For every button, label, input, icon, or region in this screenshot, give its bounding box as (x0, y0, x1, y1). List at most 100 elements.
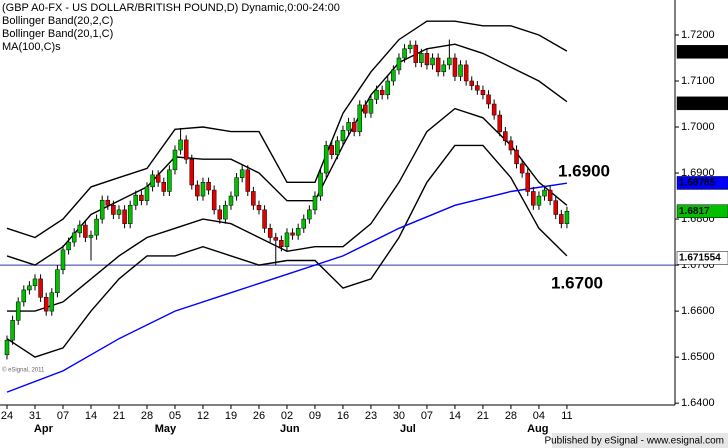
candle-body (172, 149, 178, 171)
candle-body (475, 85, 480, 91)
candle-body (127, 205, 133, 224)
value-tag (676, 96, 728, 111)
candle-body (357, 104, 363, 132)
y-tick-label: 1.7000 (681, 121, 715, 133)
month-label: Jul (400, 423, 416, 435)
candle-body (189, 158, 195, 186)
value-tag (676, 251, 728, 265)
candle-body (407, 44, 413, 50)
x-tick-label: 09 (309, 410, 321, 422)
footer-bar (552, 433, 728, 448)
legend-entry: Bollinger Band(20,2,C) (2, 15, 113, 27)
x-tick-label: 11 (561, 410, 572, 422)
candle-body (503, 131, 508, 142)
value-tag (676, 45, 728, 59)
candle-body (21, 289, 27, 303)
x-tick-label: 02 (281, 410, 293, 422)
candle-body (150, 174, 155, 188)
value-tag-label: 1.671554 (679, 253, 721, 264)
watermark: © eSignal, 2011 (2, 367, 45, 374)
value-tag (676, 176, 728, 190)
candle-body (133, 194, 139, 206)
candle-body (167, 169, 172, 192)
candle-body (49, 292, 55, 312)
candle-body (60, 249, 66, 270)
value-tag-label: 1.705148 (679, 98, 721, 109)
candle-body (83, 224, 88, 238)
x-tick-label: 31 (29, 410, 41, 422)
x-tick-label: 28 (141, 410, 153, 422)
candle-body (4, 339, 10, 356)
candle-body (200, 182, 206, 197)
annotation: 1.6900 (558, 161, 610, 180)
x-tick-label: 04 (533, 410, 545, 422)
candle-body (519, 163, 525, 174)
candle-body (88, 234, 94, 238)
candle-body (463, 64, 469, 82)
candle-body (178, 139, 183, 151)
candle-body (419, 53, 424, 63)
candle-body (564, 210, 570, 224)
candle-body (458, 64, 463, 77)
candle-body (295, 228, 301, 236)
candle-body (385, 80, 391, 96)
x-tick-label: 07 (421, 410, 433, 422)
candle-body (77, 224, 83, 234)
footer: Published by eSignal - www.esignal.com (544, 436, 724, 447)
month-label: May (155, 423, 177, 435)
candle-body (32, 278, 38, 287)
candle-body (99, 199, 105, 220)
legend-entry: Bollinger Band(20,1,C) (2, 28, 113, 40)
value-tag-label: 1.6817 (679, 206, 710, 217)
candle-body (430, 57, 435, 66)
x-tick-label: 24 (1, 410, 13, 422)
candle-body (553, 200, 558, 215)
y-tick-label: 1.7100 (681, 75, 715, 87)
candle-body (217, 209, 223, 220)
x-tick-label: 05 (169, 410, 181, 422)
candle-body (323, 145, 329, 174)
series-line (7, 107, 568, 312)
candle-body (536, 195, 542, 206)
x-tick-label: 16 (337, 410, 349, 422)
value-tag (676, 204, 728, 218)
candle-body (335, 140, 340, 155)
candle-body (144, 186, 150, 201)
candle-body (346, 122, 351, 131)
candle-body (559, 214, 564, 224)
candle-body (211, 189, 217, 211)
y-tick-label: 1.6500 (681, 351, 715, 363)
candle-body (43, 297, 49, 312)
y-tick-label: 1.7200 (681, 29, 715, 41)
candle-body (329, 145, 335, 155)
candle-body (368, 99, 374, 114)
candle-body (402, 48, 407, 59)
candle-body (116, 209, 122, 215)
candle-body (105, 199, 111, 206)
series-line (6, 20, 568, 239)
candle-body (307, 209, 312, 220)
candle-body (183, 139, 189, 160)
candle-body (111, 205, 116, 215)
candle-body (318, 172, 323, 197)
x-tick-label: 14 (449, 410, 461, 422)
candle-body (486, 94, 491, 105)
candle-body (435, 57, 441, 73)
candle-body (469, 80, 474, 86)
candle-body (38, 278, 43, 298)
x-tick-label: 21 (477, 410, 489, 422)
x-tick-label: 14 (85, 410, 97, 422)
candle-body (284, 232, 290, 247)
series-line (6, 182, 568, 393)
candle-body (245, 169, 251, 192)
candle-body (441, 64, 446, 73)
candle-body (279, 239, 284, 247)
candle-body (122, 209, 127, 224)
candle-body (340, 129, 346, 142)
candle-body (379, 89, 385, 96)
candle-body (27, 285, 32, 291)
candle-body (66, 241, 71, 251)
